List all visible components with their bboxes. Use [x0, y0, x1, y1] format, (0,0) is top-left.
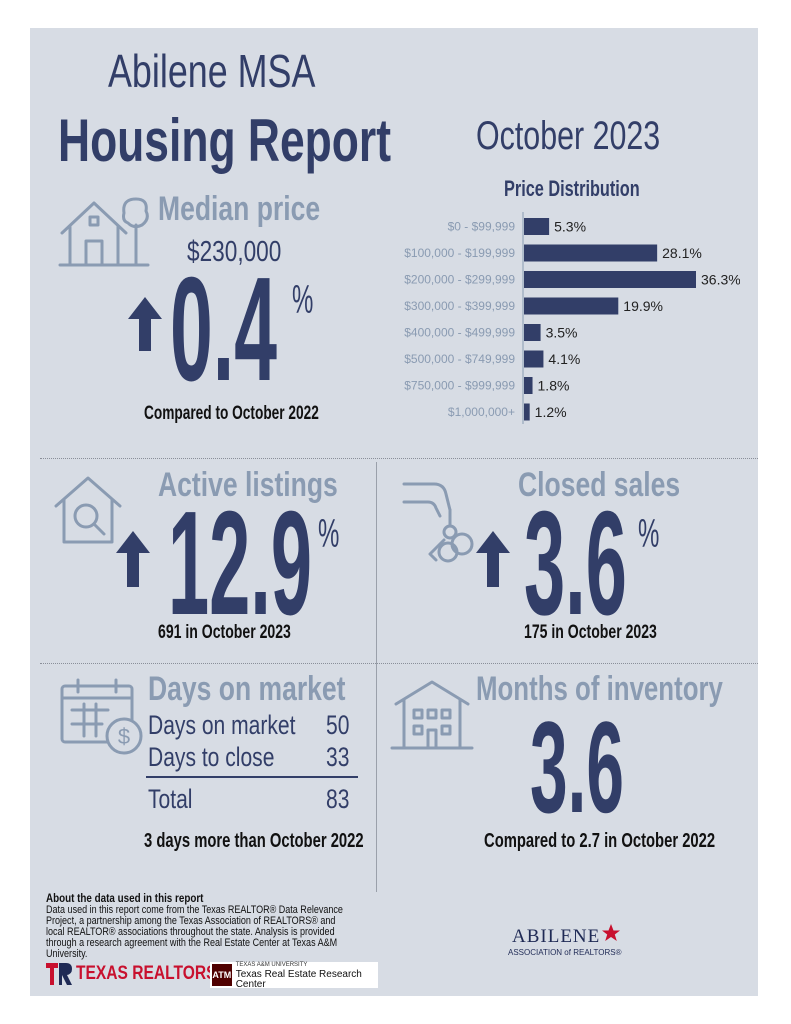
- texas-realtors-logo: TEXAS REALTORS: [46, 962, 247, 986]
- divider-vertical: [376, 462, 377, 892]
- report-panel: [30, 28, 758, 996]
- category-label: $400,000 - $499,999: [404, 326, 515, 340]
- title-line1: Abilene MSA: [108, 45, 316, 97]
- category-label: $100,000 - $199,999: [404, 246, 515, 260]
- value-label: 1.2%: [535, 404, 567, 420]
- price-bar: [524, 403, 530, 421]
- active-listings-label: Active listings: [158, 466, 338, 504]
- value-label: 19.9%: [623, 298, 663, 314]
- category-label: $0 - $99,999: [448, 220, 516, 234]
- category-label: $200,000 - $299,999: [404, 273, 515, 287]
- price-bar: [524, 244, 658, 262]
- price-bar: [524, 271, 696, 288]
- closed-sales-change: 3.6: [524, 481, 627, 646]
- svg-text:$: $: [118, 724, 130, 749]
- house-tree-icon: [58, 197, 150, 267]
- months-inventory-comparison: Compared to 2.7 in October 2022: [484, 830, 716, 852]
- active-listings-change: 12.9: [168, 481, 313, 646]
- price-bar: [524, 350, 544, 368]
- median-price-value: $230,000: [187, 236, 282, 268]
- divider-top: [40, 458, 758, 459]
- report-period: October 2023: [476, 114, 661, 158]
- calendar-dollar-icon: $: [60, 678, 143, 755]
- median-price-comparison: Compared to October 2022: [144, 403, 319, 424]
- active-listings-unit: %: [318, 512, 340, 556]
- price-bar: [524, 297, 619, 315]
- chart-title: Price Distribution: [504, 176, 640, 201]
- closed-sales-label: Closed sales: [518, 466, 681, 504]
- dtc-row-value: 33: [326, 742, 350, 772]
- arrow-up-icon: [476, 531, 510, 587]
- tamu-center-text: Texas Real Estate Research Center: [235, 969, 362, 990]
- median-price-unit: %: [292, 278, 314, 322]
- value-label: 36.3%: [701, 272, 740, 288]
- price-bar: [524, 324, 541, 341]
- category-label: $750,000 - $999,999: [404, 379, 515, 393]
- closed-sales-unit: %: [638, 512, 660, 556]
- dtc-row-label: Days to close: [148, 742, 275, 772]
- tamu-logo: ATM TEXAS A&M UNIVERSITY Texas Real Esta…: [210, 962, 378, 990]
- category-label: $1,000,000+: [448, 405, 515, 419]
- months-inventory-value: 3.6: [530, 694, 624, 840]
- median-price-change: 0.4: [170, 247, 277, 412]
- active-listings-detail: 691 in October 2023: [158, 622, 291, 643]
- category-label: $300,000 - $399,999: [404, 299, 515, 313]
- price-bar: [524, 218, 550, 235]
- abilene-logo: ABILENE ASSOCIATION of REALTORS®: [508, 922, 628, 962]
- price-distribution-chart: $0 - $99,999 5.3% $100,000 - $199,999 28.1%…: [404, 212, 740, 424]
- total-rule: [146, 776, 358, 778]
- hand-keys-icon: [402, 482, 474, 563]
- closed-sales-detail: 175 in October 2023: [524, 622, 657, 643]
- value-label: 1.8%: [538, 378, 570, 394]
- tamu-small-text: TEXAS A&M UNIVERSITY: [235, 962, 308, 968]
- abilene-name: ABILENE: [512, 926, 601, 947]
- about-heading: About the data used in this report: [46, 891, 204, 905]
- category-label: $500,000 - $749,999: [404, 352, 515, 366]
- tamu-mark-icon: ATM: [212, 964, 232, 986]
- median-price-label: Median price: [158, 190, 321, 228]
- divider-middle: [40, 663, 758, 664]
- value-label: 5.3%: [554, 219, 586, 235]
- value-label: 4.1%: [548, 351, 580, 367]
- dom-comparison: 3 days more than October 2022: [144, 830, 364, 852]
- price-bar: [524, 377, 533, 394]
- texas-realtors-text: TEXAS REALTORS: [76, 963, 217, 984]
- dom-row-value: 50: [326, 710, 350, 740]
- tr-mark-icon: [46, 963, 72, 985]
- abilene-sub: ASSOCIATION of REALTORS®: [508, 948, 622, 957]
- title-line2: Housing Report: [58, 107, 391, 174]
- arrow-up-icon: [128, 297, 162, 351]
- months-inventory-label: Months of inventory: [476, 670, 723, 708]
- building-icon: [390, 680, 474, 750]
- house-search-icon: [54, 476, 122, 544]
- dom-row-label: Days on market: [148, 710, 296, 740]
- total-label: Total: [148, 784, 193, 814]
- texas-star-icon: [602, 924, 620, 941]
- about-text: Data used in this report come from the T…: [46, 904, 343, 960]
- value-label: 28.1%: [662, 245, 702, 261]
- value-label: 3.5%: [546, 325, 578, 341]
- days-on-market-label: Days on market: [148, 670, 346, 708]
- total-value: 83: [326, 784, 350, 814]
- arrow-up-icon: [116, 531, 150, 587]
